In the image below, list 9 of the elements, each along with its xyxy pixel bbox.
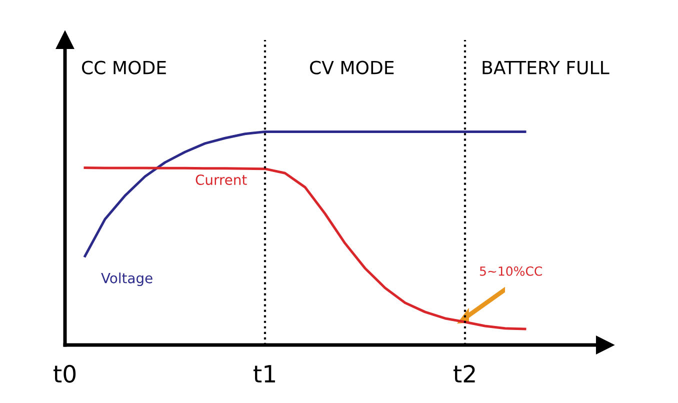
x-tick-label: t2	[453, 364, 475, 382]
annotation: 5~10%CC	[480, 266, 542, 276]
text: CC MODE	[82, 60, 166, 74]
series-label: Voltage	[101, 272, 152, 286]
text: CV MODE	[310, 60, 394, 74]
series-label: Current	[196, 174, 247, 186]
x-tick-label: t1	[253, 365, 275, 382]
text: BATTERY FULL	[482, 60, 610, 74]
x-tick-label: t0	[53, 364, 76, 383]
